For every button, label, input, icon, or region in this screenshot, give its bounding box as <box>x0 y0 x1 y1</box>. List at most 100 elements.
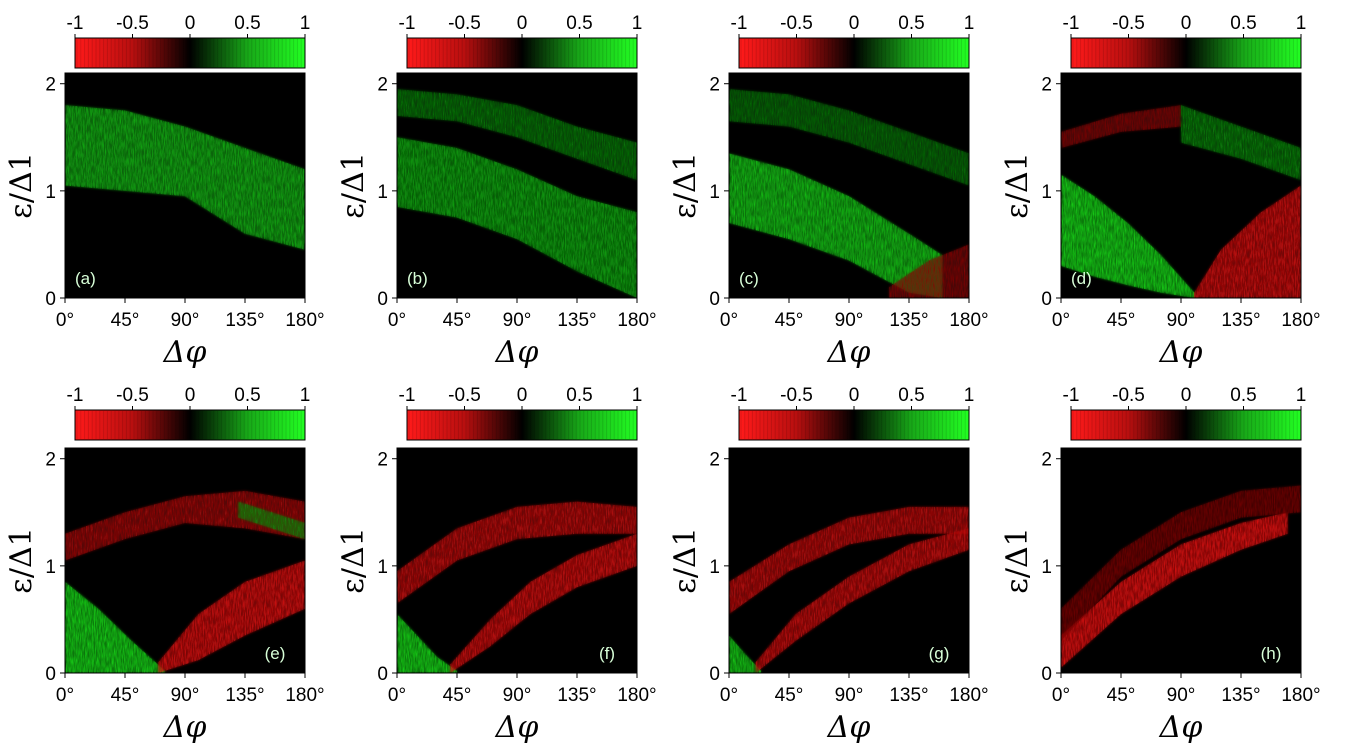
y-tick-label: 2 <box>1041 450 1052 471</box>
x-tick-label: 90° <box>503 685 532 706</box>
x-tick-label: 135° <box>557 685 596 706</box>
y-tick-label: 2 <box>377 75 388 96</box>
colorbar-tick-label: -0.5 <box>1112 13 1145 34</box>
panel-label: (c) <box>739 269 759 288</box>
y-tick-label: 2 <box>377 450 388 471</box>
colorbar-tick-label: -1 <box>399 13 416 34</box>
x-tick-label: 180° <box>617 310 656 331</box>
colorbar-gradient <box>738 37 970 69</box>
heatmap-band <box>729 506 969 615</box>
heatmap-band <box>729 153 943 298</box>
colorbar-tick-label: 0 <box>517 385 528 406</box>
y-axis-title: ε/Δ1 <box>4 527 39 593</box>
x-tick-label: 0° <box>56 685 74 706</box>
colorbar-tick-label: 1 <box>300 13 311 34</box>
heatmap-band <box>65 105 305 250</box>
y-axis-title: ε/Δ1 <box>1000 527 1035 593</box>
x-tick-label: 0° <box>720 685 738 706</box>
y-tick-label: 0 <box>709 289 720 310</box>
panel-a: -1 -0.5 0 0.5 1 0° 45° 90° 135° 180° 0 1 2 Δφ ε/Δ1 (a) <box>4 13 325 370</box>
heatmap-band <box>1061 174 1195 298</box>
heatmap-band <box>1061 512 1288 668</box>
y-tick-label: 2 <box>1041 75 1052 96</box>
panel-b: -1 -0.5 0 0.5 1 0° 45° 90° 135° 180° 0 1 2 Δφ ε/Δ1 (b) <box>336 13 657 370</box>
x-tick-label: 180° <box>949 685 988 706</box>
colorbar-tick-label: -0.5 <box>780 13 813 34</box>
y-tick-label: 0 <box>1041 664 1052 685</box>
panel-f: -1 -0.5 0 0.5 1 0° 45° 90° 135° 180° 0 1 2 Δφ ε/Δ1 (f) <box>336 385 657 745</box>
panel-label: (h) <box>1261 644 1282 663</box>
colorbar-tick-label: 0 <box>849 385 860 406</box>
panel-d: -1 -0.5 0 0.5 1 0° 45° 90° 135° 180° 0 1 2 Δφ ε/Δ1 (d) <box>1000 13 1321 370</box>
colorbar: -1 -0.5 0 0.5 1 <box>1063 13 1307 69</box>
y-tick-label: 2 <box>45 75 56 96</box>
x-tick-label: 45° <box>1107 685 1136 706</box>
y-axis-title: ε/Δ1 <box>336 152 371 218</box>
y-tick-label: 1 <box>709 182 720 203</box>
colorbar: -1 -0.5 0 0.5 1 <box>399 385 643 441</box>
colorbar-gradient <box>74 37 306 69</box>
heatmap-bands <box>729 89 969 298</box>
x-tick-label: 135° <box>557 310 596 331</box>
heatmap-band <box>397 501 637 604</box>
colorbar-tick-label: 1 <box>964 385 975 406</box>
colorbar-tick-label: 0 <box>1181 13 1192 34</box>
heatmap-band <box>1061 485 1301 641</box>
colorbar-tick-label: -1 <box>731 385 748 406</box>
colorbar-tick-label: 1 <box>300 385 311 406</box>
colorbar-tick-label: 1 <box>632 385 643 406</box>
x-tick-label: 90° <box>171 685 200 706</box>
colorbar-tick-label: -0.5 <box>448 385 481 406</box>
y-tick-label: 2 <box>709 75 720 96</box>
y-tick-label: 0 <box>1041 289 1052 310</box>
heatmap-bands <box>1061 485 1301 668</box>
x-axis-title: Δφ <box>495 710 539 745</box>
x-axis-title: Δφ <box>163 710 207 745</box>
x-tick-label: 135° <box>889 685 928 706</box>
x-tick-label: 45° <box>443 685 472 706</box>
heatmap-bands <box>397 89 637 298</box>
colorbar: -1 -0.5 0 0.5 1 <box>67 13 311 69</box>
x-tick-label: 45° <box>111 310 140 331</box>
colorbar-tick-label: 0.5 <box>898 13 924 34</box>
x-axis-title: Δφ <box>827 335 871 370</box>
y-tick-label: 1 <box>377 182 388 203</box>
colorbar-tick-label: 0 <box>185 385 196 406</box>
x-tick-label: 45° <box>1107 310 1136 331</box>
heatmap-band <box>158 560 305 673</box>
x-tick-label: 90° <box>835 310 864 331</box>
x-tick-label: 45° <box>443 310 472 331</box>
y-tick-label: 0 <box>377 289 388 310</box>
colorbar-tick-label: 1 <box>1296 13 1307 34</box>
x-tick-label: 45° <box>775 685 804 706</box>
x-tick-label: 0° <box>56 310 74 331</box>
x-tick-label: 135° <box>889 310 928 331</box>
colorbar: -1 -0.5 0 0.5 1 <box>399 13 643 69</box>
colorbar-gradient <box>1070 409 1302 441</box>
y-axis-title: ε/Δ1 <box>4 152 39 218</box>
colorbar-gradient <box>738 409 970 441</box>
colorbar-tick-label: 1 <box>632 13 643 34</box>
x-tick-label: 135° <box>1221 685 1260 706</box>
x-tick-label: 135° <box>225 310 264 331</box>
y-tick-label: 2 <box>709 450 720 471</box>
heatmap-band <box>755 528 969 673</box>
panel-label: (a) <box>75 269 96 288</box>
heatmap-band <box>238 501 305 540</box>
panel-c: -1 -0.5 0 0.5 1 0° 45° 90° 135° 180° 0 1 2 Δφ ε/Δ1 (c) <box>668 13 989 370</box>
colorbar-tick-label: 0 <box>1181 385 1192 406</box>
heatmap-bands <box>1061 105 1301 298</box>
x-tick-label: 45° <box>775 310 804 331</box>
panel-h: -1 -0.5 0 0.5 1 0° 45° 90° 135° 180° 0 1 2 Δφ ε/Δ1 (h) <box>1000 385 1321 745</box>
colorbar: -1 -0.5 0 0.5 1 <box>1063 385 1306 441</box>
x-tick-label: 180° <box>617 685 656 706</box>
colorbar: -1 -0.5 0 0.5 1 <box>731 385 975 441</box>
colorbar-gradient <box>1070 37 1302 69</box>
colorbar-tick-label: 0 <box>517 13 528 34</box>
colorbar-tick-label: -1 <box>67 385 84 406</box>
colorbar-tick-label: 0.5 <box>898 385 924 406</box>
x-axis-title: Δφ <box>1159 335 1203 370</box>
colorbar-gradient <box>406 409 638 441</box>
x-tick-label: 45° <box>111 685 140 706</box>
